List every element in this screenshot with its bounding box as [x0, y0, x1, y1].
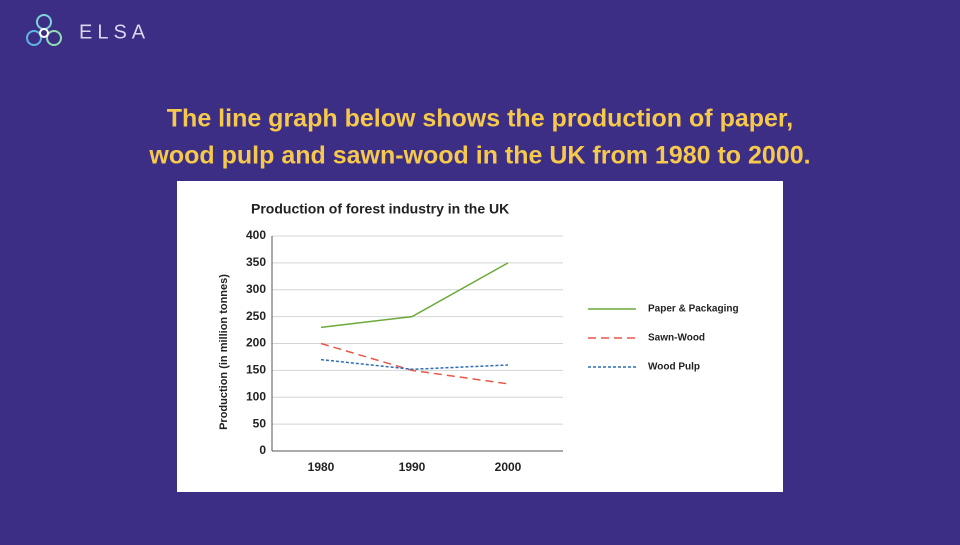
chart-background [177, 181, 783, 492]
x-tick-label: 1990 [399, 460, 426, 474]
logo-icon [26, 14, 62, 46]
chart-title: Production of forest industry in the UK [251, 201, 509, 217]
legend-label: Sawn-Wood [648, 333, 705, 344]
heading: The line graph below shows the productio… [167, 105, 793, 133]
y-tick-label: 250 [246, 309, 266, 323]
brand: ELSA [79, 21, 150, 43]
y-tick-label: 50 [253, 416, 267, 430]
x-tick-label: 1980 [308, 460, 335, 474]
series-line [320, 358, 509, 371]
series-line [320, 342, 509, 385]
y-tick-label: 150 [246, 363, 266, 377]
y-tick-label: 0 [259, 443, 266, 457]
y-tick-label: 350 [246, 255, 266, 269]
legend-label: Paper & Packaging [648, 304, 739, 315]
y-tick-label: 400 [246, 228, 266, 242]
legend-label: Wood Pulp [648, 362, 700, 373]
y-tick-label: 300 [246, 282, 266, 296]
y-tick-label: 200 [246, 336, 266, 350]
heading: wood pulp and sawn-wood in the UK from 1… [148, 142, 810, 170]
y-tick-label: 100 [246, 389, 266, 403]
x-tick-label: 2000 [495, 460, 522, 474]
y-axis-label: Production (in million tonnes) [218, 274, 230, 430]
plot: 0 50 100 150 200 250 300 350 400 1980 1990 2000 Pape… [246, 228, 739, 474]
series-line [320, 262, 509, 329]
